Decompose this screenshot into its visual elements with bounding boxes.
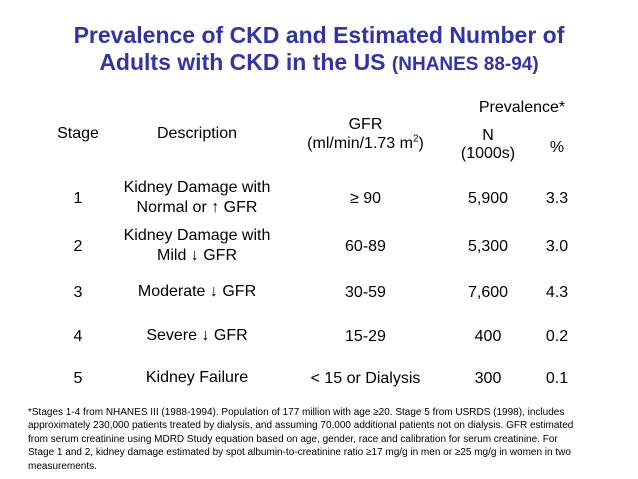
n-1000s-cell: 7,600 <box>467 283 509 301</box>
percent-cell: 0.2 <box>545 327 569 345</box>
col-header-percent: % <box>549 139 565 156</box>
slide-title-subtext: (NHANES 88-94) <box>391 54 539 75</box>
gfr-cell: 15-29 <box>345 327 386 345</box>
footnote: *Stages 1-4 from NHANES III (1988-1994).… <box>28 406 628 473</box>
footnote-line: *Stages 1-4 from NHANES III (1988-1994).… <box>28 407 565 418</box>
gfr-header-line2: (ml/min/1.73 m2) <box>307 133 424 152</box>
n-1000s-cell: 400 <box>474 327 502 345</box>
stage-cell: 1 <box>73 189 83 207</box>
col-header-stage: Stage <box>57 125 99 142</box>
percent-cell: 3.0 <box>545 237 569 255</box>
n-1000s-cell: 300 <box>474 369 502 387</box>
footnote-line: Stage 1 and 2, kidney damage estimated b… <box>28 447 571 459</box>
n-1000s-cell: 5,300 <box>467 237 509 255</box>
percent-cell: 0.1 <box>545 369 569 387</box>
percent-cell: 3.3 <box>545 189 569 207</box>
percent-cell: 4.3 <box>545 283 569 301</box>
slide-title-line2: Adults with CKD in the US (NHANES 88-94) <box>99 49 539 75</box>
ckd-stages-table: Stage Description GFR (ml/min/1.73 m2) P… <box>40 95 591 400</box>
gfr-cell: < 15 or Dialysis <box>310 369 421 387</box>
footnote-line: from serum creatinine using MDRD Study e… <box>28 433 558 445</box>
col-header-prevalence: Prevalence* <box>478 99 566 116</box>
stage-cell: 3 <box>73 283 83 301</box>
stage-cell: 5 <box>73 369 83 387</box>
col-header-description: Description <box>156 125 238 142</box>
slide-title: Prevalence of CKD and Estimated Number o… <box>0 22 638 78</box>
stage-cell: 4 <box>73 327 83 345</box>
gfr-cell: 30-59 <box>345 283 386 301</box>
description-cell: Kidney Damage with Mild ↓ GFR <box>123 227 271 264</box>
prevalence-subheaders: N (1000s) % <box>453 117 591 172</box>
slide-title-line1: Prevalence of CKD and Estimated Number o… <box>73 22 565 48</box>
description-cell: Kidney Failure <box>145 369 249 386</box>
description-cell: Moderate ↓ GFR <box>137 283 257 300</box>
gfr-cell: 60-89 <box>345 237 386 255</box>
col-header-gfr: GFR (ml/min/1.73 m2) <box>278 95 453 172</box>
gfr-cell: ≥ 90 <box>349 189 382 207</box>
col-header-n-1000s: N (1000s) <box>460 126 516 162</box>
description-cell: Kidney Damage with Normal or ↑ GFR <box>123 179 271 216</box>
col-header-prevalence-group: Prevalence* N (1000s) % <box>453 95 591 172</box>
stage-cell: 2 <box>73 237 83 255</box>
footnote-line: measurements. <box>28 460 97 472</box>
gfr-header-line1: GFR <box>348 115 383 133</box>
footnote-line: approximately 230,000 patients treated b… <box>28 420 574 432</box>
description-cell: Severe ↓ GFR <box>146 327 248 344</box>
gfr-superscript: 2 <box>412 133 419 145</box>
n-1000s-cell: 5,900 <box>467 189 509 207</box>
